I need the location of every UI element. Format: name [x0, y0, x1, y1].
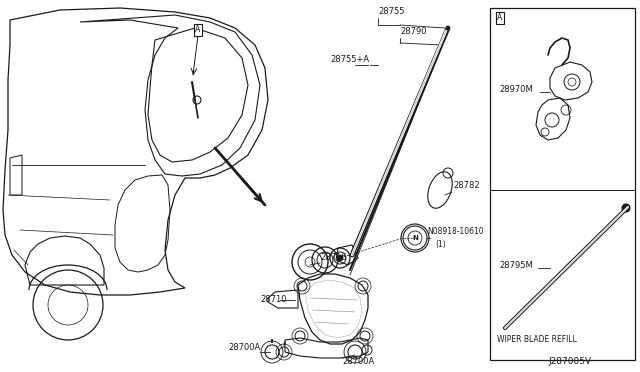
- Text: 28700A: 28700A: [228, 343, 260, 353]
- Text: 28700A: 28700A: [342, 357, 374, 366]
- Text: WIPER BLADE REFILL: WIPER BLADE REFILL: [497, 336, 577, 344]
- Text: 28710: 28710: [260, 295, 287, 305]
- Text: 28795M: 28795M: [499, 260, 532, 269]
- Text: 28755: 28755: [378, 7, 404, 16]
- Text: 28755+A: 28755+A: [330, 55, 369, 64]
- Text: 28782: 28782: [453, 180, 479, 189]
- Text: A: A: [195, 26, 200, 35]
- Text: 28790: 28790: [400, 28, 426, 36]
- Text: (1): (1): [435, 241, 445, 250]
- Text: N: N: [412, 235, 418, 241]
- Text: A: A: [497, 13, 502, 22]
- Text: 28716: 28716: [320, 253, 347, 263]
- Text: 28970M: 28970M: [499, 86, 532, 94]
- Text: J287005V: J287005V: [548, 357, 591, 366]
- Circle shape: [622, 204, 630, 212]
- Bar: [490, 8, 635, 360]
- Text: N08918-10610: N08918-10610: [427, 228, 484, 237]
- Circle shape: [337, 255, 343, 261]
